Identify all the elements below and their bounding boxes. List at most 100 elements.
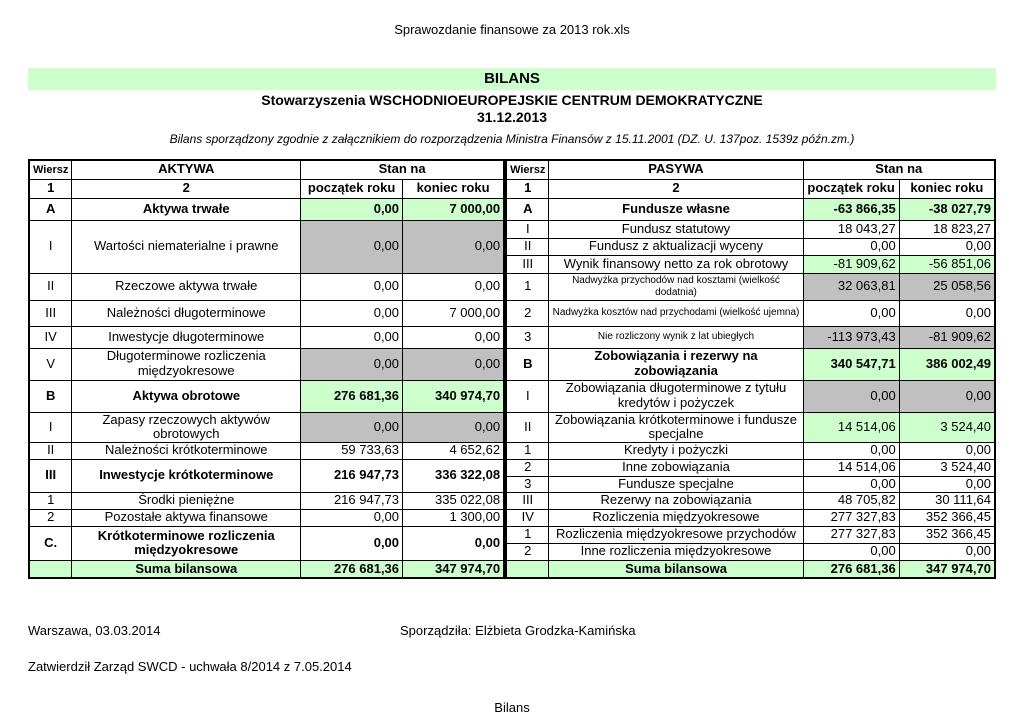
aktywa-row: B Aktywa obrotowe 276 681,36 340 974,70	[28, 379, 505, 413]
aktywa-row-end-value: 0,00	[402, 272, 505, 301]
aktywa-row: III Inwestycje krótkoterminowe 216 947,73 3…	[28, 458, 505, 493]
balance-tables: Wiersz AKTYWA Stan na 1 2 początek roku …	[28, 159, 996, 580]
pasywa-row-start-value: 0,00	[802, 299, 900, 327]
pasywa-row-label: Fundusz statutowy	[548, 219, 804, 239]
pasywa-row: 1 Kredyty i pożyczki 0,00 0,00	[505, 441, 996, 460]
aktywa-row-index	[28, 559, 73, 579]
aktywa-row-index: II	[28, 441, 73, 460]
pasywa-row: III Rezerwy na zobowiązania 48 705,82 30 11…	[505, 491, 996, 510]
aktywa-row-label: Zapasy rzeczowych aktywów obrotowych	[71, 411, 302, 443]
aktywa-row-end-value: 347 974,70	[402, 559, 505, 579]
place-and-date: Warszawa, 03.03.2014	[28, 623, 161, 639]
pasywa-row-label: Rozliczenia międzyokresowe przychodów	[548, 525, 804, 544]
aktywa-row: A Aktywa trwałe 0,00 7 000,00	[28, 197, 505, 221]
pasywa-row-end-value: -81 909,62	[898, 325, 996, 349]
aktywa-header-row: Wiersz AKTYWA Stan na	[28, 159, 505, 180]
aktywa-row: I Zapasy rzeczowych aktywów obrotowych 0,0…	[28, 411, 505, 443]
pasywa-row-index: I	[505, 379, 550, 413]
pasywa-row-label: Rezerwy na zobowiązania	[548, 491, 804, 510]
aktywa-row-label: Suma bilansowa	[71, 559, 302, 579]
pasywa-row-end-value: 352 366,45	[898, 508, 996, 527]
aktywa-header-wiersz: Wiersz	[28, 159, 73, 180]
footer-line-1: Warszawa, 03.03.2014 Sporządziła: Elżbie…	[28, 623, 996, 638]
aktywa-row: Suma bilansowa 276 681,36 347 974,70	[28, 559, 505, 579]
aktywa-row-label: Wartości niematerialne i prawne	[71, 219, 302, 274]
pasywa-row-start-value: 0,00	[802, 475, 900, 493]
pasywa-period-start: początek roku	[802, 178, 900, 199]
aktywa-row-label: Aktywa obrotowe	[71, 379, 302, 413]
pasywa-row-index: A	[505, 197, 550, 221]
pasywa-subheader-row: 1 2 początek roku koniec roku	[505, 178, 996, 199]
sheet-name: Bilans	[494, 700, 530, 716]
aktywa-row-end-value: 0,00	[402, 325, 505, 349]
aktywa-row-start-value: 216 947,73	[300, 491, 404, 510]
pasywa-header-row: Wiersz PASYWA Stan na	[505, 159, 996, 180]
pasywa-row-end-value: 0,00	[898, 237, 996, 256]
pasywa-row: 2 Nadwyżka kosztów nad przychodami (wielk…	[505, 299, 996, 327]
aktywa-row: I Wartości niematerialne i prawne 0,00 0,00	[28, 219, 505, 274]
aktywa-row-start-value: 216 947,73	[300, 458, 404, 493]
pasywa-row-index: III	[505, 491, 550, 510]
pasywa-row-index: 1	[505, 441, 550, 460]
aktywa-row-index: C.	[28, 525, 73, 561]
pasywa-row-start-value: 0,00	[802, 379, 900, 413]
aktywa-table: Wiersz AKTYWA Stan na 1 2 początek roku …	[28, 159, 506, 580]
aktywa-row-start-value: 59 733,63	[300, 441, 404, 460]
aktywa-row-label: Należności długoterminowe	[71, 299, 302, 327]
aktywa-row-end-value: 7 000,00	[402, 299, 505, 327]
pasywa-table: Wiersz PASYWA Stan na 1 2 początek roku …	[505, 159, 996, 580]
aktywa-row-label: Środki pieniężne	[71, 491, 302, 510]
pasywa-row-label: Fundusze specjalne	[548, 475, 804, 493]
approval-note: Zatwierdził Zarząd SWCD - uchwała 8/2014…	[28, 659, 352, 675]
aktywa-row-index: 2	[28, 508, 73, 527]
pasywa-row: 3 Fundusze specjalne 0,00 0,00	[505, 475, 996, 493]
aktywa-row-start-value: 0,00	[300, 299, 404, 327]
pasywa-row-index: B	[505, 347, 550, 381]
pasywa-col-no-2: 2	[548, 178, 804, 199]
aktywa-row-start-value: 0,00	[300, 325, 404, 349]
aktywa-row-end-value: 340 974,70	[402, 379, 505, 413]
aktywa-row-end-value: 7 000,00	[402, 197, 505, 221]
aktywa-row-end-value: 335 022,08	[402, 491, 505, 510]
pasywa-row-index: 3	[505, 475, 550, 493]
aktywa-subheader-row: 1 2 początek roku koniec roku	[28, 178, 505, 199]
pasywa-row-end-value: 347 974,70	[898, 559, 996, 579]
pasywa-row-start-value: 277 327,83	[802, 508, 900, 527]
pasywa-row-label: Inne rozliczenia międzyokresowe	[548, 542, 804, 561]
pasywa-row: I Zobowiązania długoterminowe z tytułu kr…	[505, 379, 996, 413]
pasywa-row: 2 Inne rozliczenia międzyokresowe 0,00 0,00	[505, 542, 996, 561]
pasywa-row-start-value: 18 043,27	[802, 219, 900, 239]
pasywa-row-start-value: -63 866,35	[802, 197, 900, 221]
bilans-title-bar: BILANS	[28, 68, 996, 90]
prepared-by: Sporządziła: Elżbieta Grodzka-Kamińska	[400, 623, 636, 639]
pasywa-row-label: Zobowiązania krótkoterminowe i fundusze …	[548, 411, 804, 443]
pasywa-row-start-value: 0,00	[802, 237, 900, 256]
aktywa-row-label: Długoterminowe rozliczenia międzyokresow…	[71, 347, 302, 381]
pasywa-row-end-value: 0,00	[898, 441, 996, 460]
pasywa-col-no-1: 1	[505, 178, 550, 199]
pasywa-row-index: III	[505, 254, 550, 274]
aktywa-row: IV Inwestycje długoterminowe 0,00 0,00	[28, 325, 505, 349]
aktywa-row-index: I	[28, 219, 73, 274]
pasywa-row: Suma bilansowa 276 681,36 347 974,70	[505, 559, 996, 579]
pasywa-header-title: PASYWA	[548, 159, 804, 180]
aktywa-row-index: I	[28, 411, 73, 443]
pasywa-row-label: Suma bilansowa	[548, 559, 804, 579]
aktywa-row-index: B	[28, 379, 73, 413]
pasywa-row: A Fundusze własne -63 866,35 -38 027,79	[505, 197, 996, 221]
aktywa-row-start-value: 0,00	[300, 219, 404, 274]
pasywa-row-end-value: 3 524,40	[898, 458, 996, 477]
pasywa-row-start-value: -113 973,43	[802, 325, 900, 349]
aktywa-row: II Rzeczowe aktywa trwałe 0,00 0,00	[28, 272, 505, 301]
pasywa-row-start-value: 14 514,06	[802, 411, 900, 443]
aktywa-row-end-value: 1 300,00	[402, 508, 505, 527]
pasywa-row: 3 Nie rozliczony wynik z lat ubiegłych -11…	[505, 325, 996, 349]
aktywa-col-no-1: 1	[28, 178, 73, 199]
pasywa-header-stan-na: Stan na	[802, 159, 996, 180]
aktywa-row-end-value: 0,00	[402, 347, 505, 381]
pasywa-row: 2 Inne zobowiązania 14 514,06 3 524,40	[505, 458, 996, 477]
pasywa-row-index: 2	[505, 542, 550, 561]
aktywa-row-start-value: 0,00	[300, 508, 404, 527]
pasywa-row: IV Rozliczenia międzyokresowe 277 327,83 35…	[505, 508, 996, 527]
pasywa-row-start-value: 32 063,81	[802, 272, 900, 301]
